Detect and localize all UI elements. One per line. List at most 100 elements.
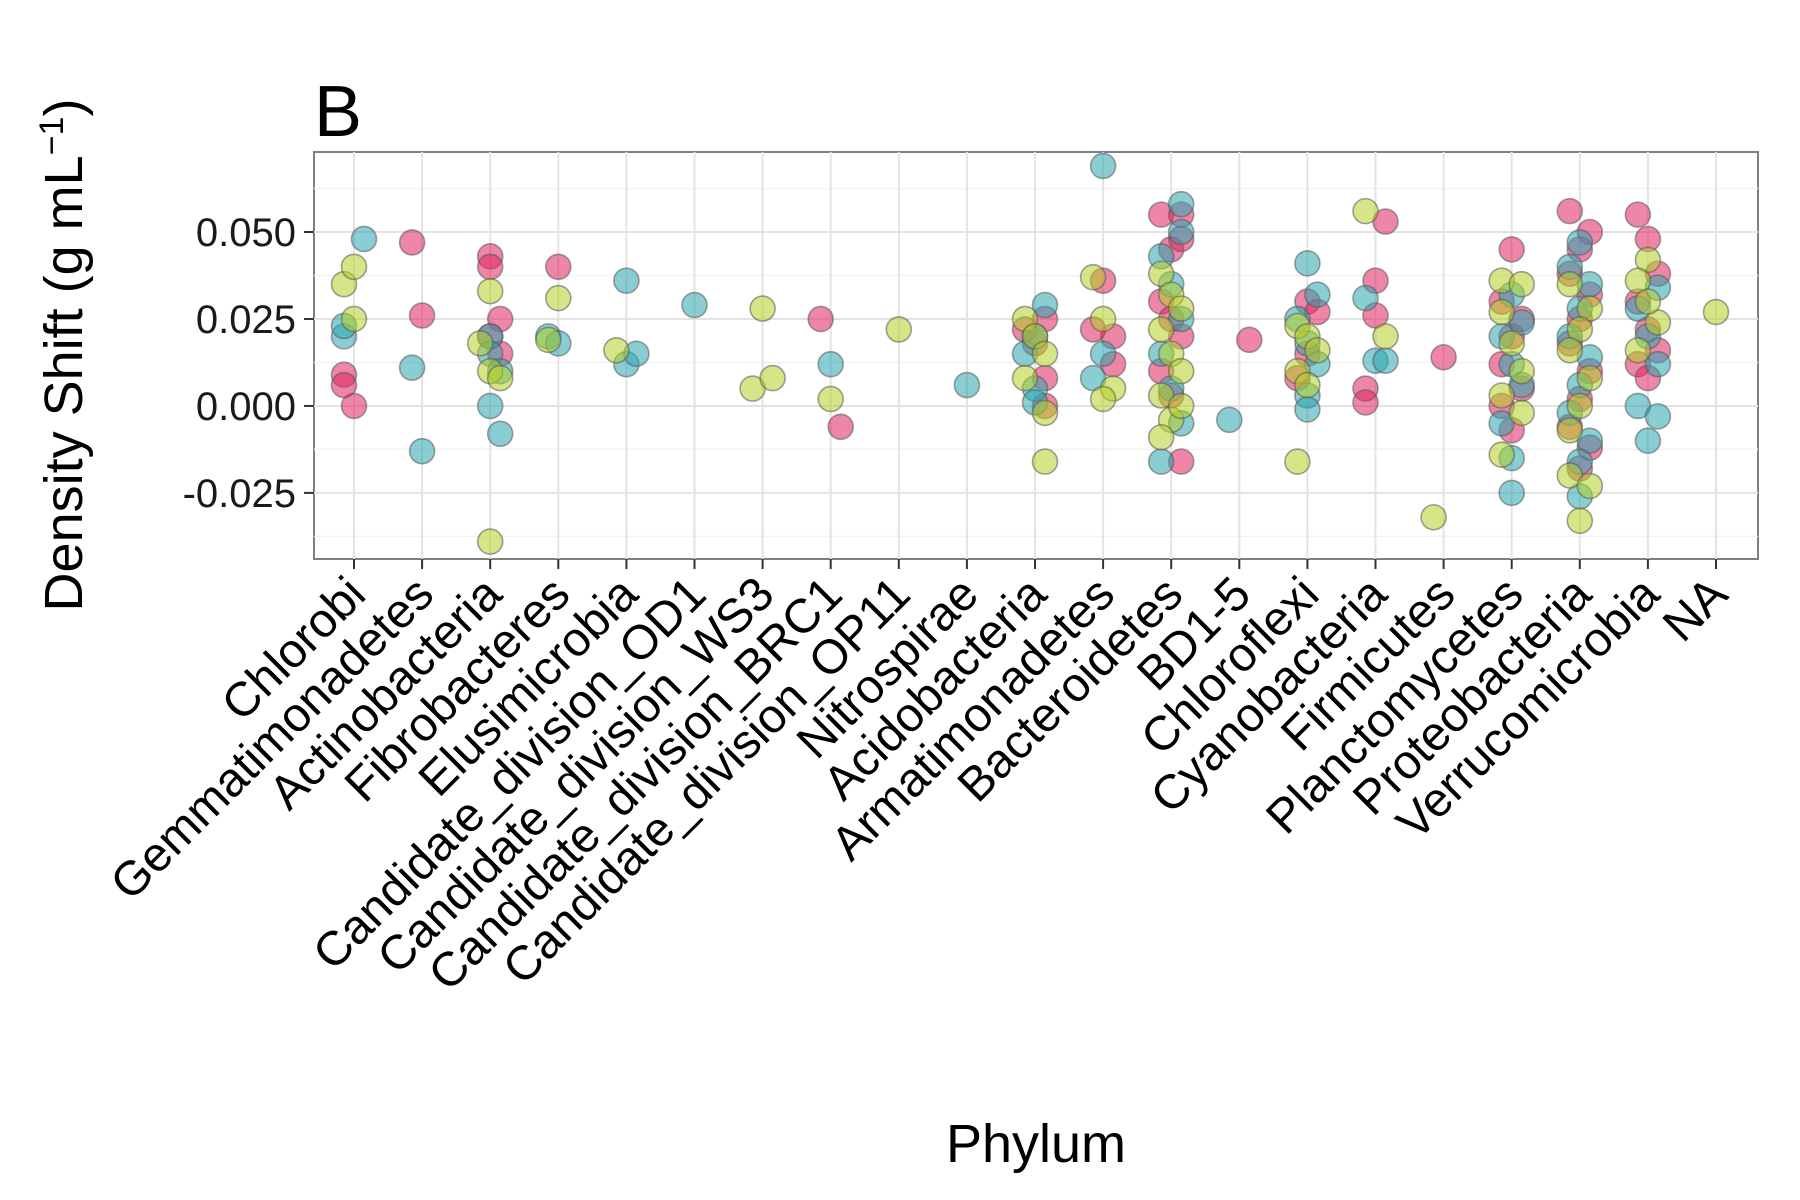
data-point: [1372, 347, 1399, 375]
data-point: [1089, 385, 1117, 413]
data-point: [486, 364, 514, 392]
data-point: [476, 528, 504, 555]
data-point: [1556, 336, 1584, 364]
data-point: [681, 291, 708, 319]
data-point: [1576, 364, 1604, 392]
y-axis: -0.025 0.000 0.025 0.050: [183, 211, 314, 516]
data-point: [340, 305, 368, 333]
data-point: [1147, 423, 1175, 451]
y-tick-label: 0.025: [196, 298, 296, 342]
data-point: [1498, 479, 1525, 507]
data-point: [1167, 392, 1195, 420]
data-point: [544, 253, 572, 281]
data-point: [1011, 364, 1039, 392]
x-tick-label: NA: [1653, 567, 1738, 652]
data-point: [1634, 427, 1662, 455]
data-point: [613, 267, 640, 295]
data-point: [1352, 389, 1379, 416]
y-tick-label: 0.000: [196, 385, 296, 429]
panel-tag: B: [314, 72, 362, 152]
data-point: [1167, 295, 1195, 322]
y-axis-title-superscript: −1: [33, 117, 71, 156]
data-point: [1702, 298, 1730, 326]
data-point: [1352, 197, 1379, 225]
x-axis-title: Phylum: [946, 1114, 1126, 1174]
data-point: [1089, 305, 1117, 333]
data-point: [603, 336, 630, 364]
data-point: [827, 413, 855, 441]
data-point: [1566, 229, 1594, 256]
data-point: [1031, 340, 1059, 368]
data-point: [1644, 350, 1672, 378]
data-point: [1147, 316, 1175, 343]
data-point: [1304, 336, 1331, 364]
data-point: [1508, 357, 1535, 385]
data-point: [1488, 441, 1515, 468]
data-point: [1556, 416, 1584, 444]
data-point: [1167, 218, 1195, 246]
data-point: [1488, 298, 1515, 326]
data-point: [1294, 396, 1321, 423]
data-point: [1294, 371, 1321, 399]
data-point: [1644, 403, 1672, 430]
data-point: [1031, 291, 1059, 319]
y-axis-title: Density Shift (g mL−1): [33, 99, 94, 612]
data-point: [544, 284, 572, 312]
data-point: [1498, 330, 1525, 357]
data-point: [486, 420, 514, 448]
data-point: [953, 371, 981, 399]
data-point: [749, 295, 776, 322]
data-point: [1624, 336, 1652, 364]
data-point: [1556, 197, 1584, 225]
data-point: [1566, 507, 1594, 535]
data-point: [1624, 201, 1652, 228]
data-point: [1089, 340, 1117, 368]
data-point: [1576, 472, 1604, 500]
data-point: [1372, 323, 1399, 350]
data-point: [1167, 357, 1195, 385]
data-point: [759, 364, 786, 392]
data-point: [807, 305, 835, 333]
data-point: [1167, 190, 1195, 218]
data-point: [1634, 288, 1662, 315]
data-point: [466, 330, 494, 357]
data-point: [1284, 448, 1311, 475]
data-point: [534, 326, 562, 354]
data-point: [885, 316, 913, 343]
data-point: [1566, 392, 1594, 420]
data-point: [340, 253, 368, 281]
data-point: [1508, 399, 1535, 427]
data-point: [476, 392, 504, 420]
data-point: [1430, 343, 1457, 371]
data-point: [1147, 448, 1175, 475]
data-point: [817, 385, 845, 413]
data-point: [1556, 270, 1584, 298]
data-point: [350, 225, 378, 253]
y-axis-title-close: ): [34, 99, 94, 117]
data-point: [1216, 406, 1243, 434]
data-points: [330, 152, 1730, 555]
data-point: [1498, 236, 1525, 263]
data-point: [476, 253, 504, 281]
y-tick-label: -0.025: [183, 472, 296, 516]
data-point: [1508, 270, 1535, 298]
y-tick-label: 0.050: [196, 211, 296, 255]
data-point: [408, 437, 436, 465]
data-point: [476, 277, 504, 305]
data-point: [1488, 382, 1515, 409]
data-point: [1079, 263, 1107, 291]
data-point: [398, 354, 426, 381]
data-point: [1420, 503, 1447, 531]
data-point: [1031, 399, 1059, 427]
data-point: [1236, 326, 1263, 354]
x-axis: ChlorobiGemmatimonadetesActinobacteriaFi…: [101, 559, 1738, 1001]
data-point: [817, 350, 845, 378]
data-point: [398, 229, 426, 256]
data-point: [1031, 448, 1059, 475]
data-point: [1089, 152, 1117, 180]
y-axis-title-main: Density Shift (g mL: [34, 155, 94, 611]
data-point: [408, 302, 436, 329]
data-point: [1304, 281, 1331, 308]
data-point: [340, 392, 368, 420]
